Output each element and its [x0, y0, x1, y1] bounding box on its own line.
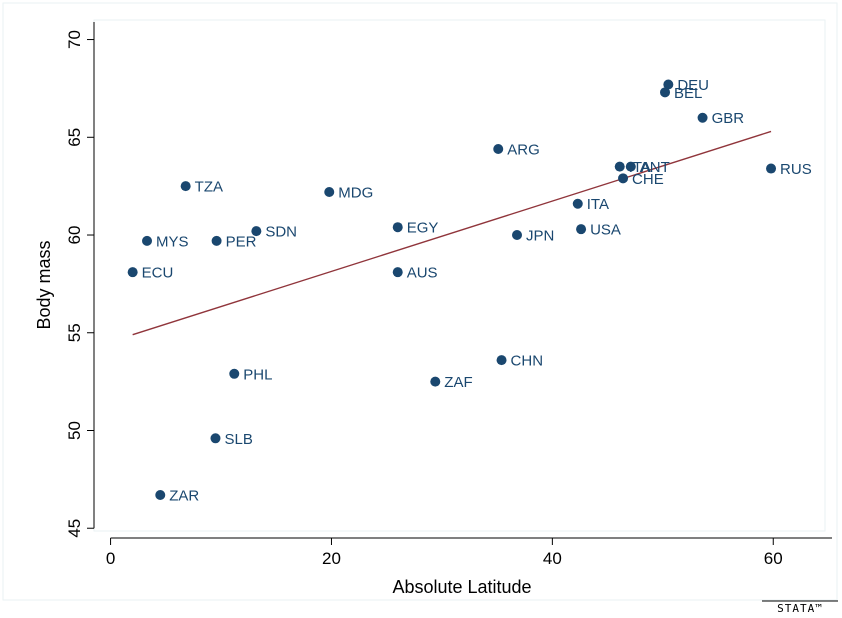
y-tick-label: 55	[65, 323, 84, 342]
data-point-gbr	[697, 112, 708, 123]
point-label-ita: ITA	[587, 196, 609, 213]
x-tick-label: 40	[543, 549, 562, 568]
x-axis-title: Absolute Latitude	[392, 577, 531, 597]
data-point-usa	[576, 224, 587, 235]
data-point-slb	[210, 433, 221, 444]
point-label-ant: ANT	[640, 159, 670, 176]
x-tick-label: 0	[106, 549, 115, 568]
point-label-bel: BEL	[674, 85, 702, 102]
y-tick-label: 45	[65, 519, 84, 538]
data-point-mdg	[324, 187, 335, 198]
plot-area	[94, 20, 834, 538]
point-label-jpn: JPN	[526, 228, 554, 245]
point-label-arg: ARG	[507, 142, 540, 159]
point-label-gbr: GBR	[712, 110, 745, 127]
data-point-ant	[625, 161, 636, 172]
data-point-zaf	[430, 376, 441, 387]
data-point-tza	[180, 181, 191, 192]
data-point-arg	[493, 144, 504, 155]
point-label-phl: PHL	[243, 366, 272, 383]
y-tick-label: 60	[65, 226, 84, 245]
point-label-deu: DEU	[677, 77, 709, 94]
y-tick-label: 65	[65, 128, 84, 147]
data-point-chn	[496, 355, 507, 366]
watermark-text: STATA™	[777, 602, 823, 615]
point-label-slb: SLB	[224, 431, 252, 448]
x-axis: 0 20 40 60	[106, 537, 832, 568]
point-label-mys: MYS	[156, 233, 189, 250]
point-label-usa: USA	[590, 222, 621, 239]
point-label-per: PER	[226, 233, 257, 250]
data-point-deu	[663, 79, 674, 90]
point-label-egy: EGY	[407, 220, 439, 237]
point-label-mdg: MDG	[338, 185, 373, 202]
point-label-rus: RUS	[780, 161, 812, 178]
point-label-che: CHE	[632, 171, 664, 188]
y-axis-title: Body mass	[34, 240, 54, 329]
data-point-sdn	[251, 226, 262, 237]
data-point-rus	[766, 163, 777, 174]
y-tick-label: 50	[65, 421, 84, 440]
point-label-zaf: ZAF	[444, 374, 472, 391]
stata-watermark: STATA™	[762, 600, 838, 615]
data-point-che	[618, 173, 629, 184]
fitted-line-group	[132, 130, 772, 336]
data-point-zar	[155, 489, 166, 500]
point-label-tza: TZA	[195, 179, 223, 196]
point-label-zar: ZAR	[169, 487, 199, 504]
y-axis: 45 50 55 60 65 70	[65, 22, 95, 538]
data-point-per	[211, 235, 222, 246]
point-label-chn: CHN	[511, 353, 544, 370]
data-point-ita	[572, 198, 583, 209]
x-tick-label: 60	[764, 549, 783, 568]
point-label-ecu: ECU	[142, 265, 174, 282]
data-point-jpn	[512, 230, 523, 241]
point-label-aus: AUS	[407, 265, 438, 282]
fitted-regression-line	[132, 130, 772, 336]
y-tick-label: 70	[65, 30, 84, 49]
data-point-bel	[660, 87, 671, 98]
point-label-sdn: SDN	[265, 224, 297, 241]
data-point-mys	[142, 235, 153, 246]
x-tick-label: 20	[322, 549, 341, 568]
data-point-ita	[614, 161, 625, 172]
data-point-ecu	[127, 267, 138, 278]
data-point-egy	[392, 222, 403, 233]
data-point-aus	[392, 267, 403, 278]
data-point-phl	[229, 368, 240, 379]
